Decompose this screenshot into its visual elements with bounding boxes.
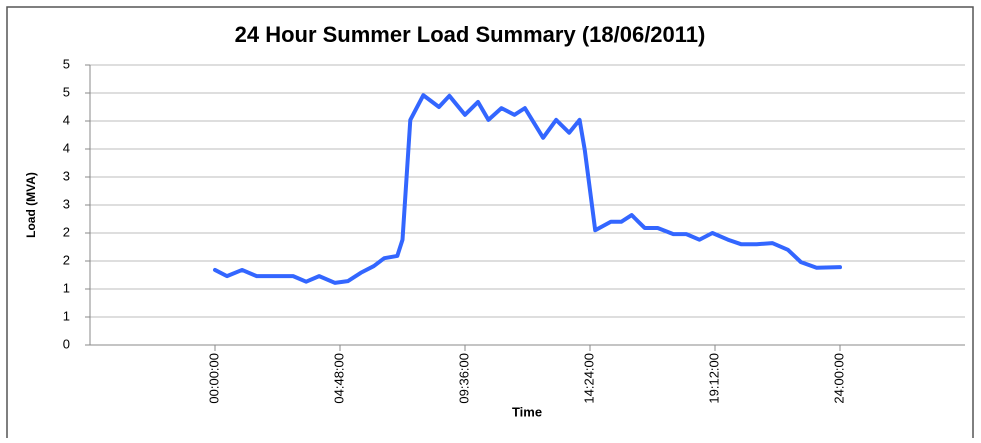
x-tick-label: 00:00:00 [206,353,221,404]
y-tick-label: 3 [63,168,70,183]
y-tick-label: 4 [63,112,70,127]
y-tick-label: 3 [63,196,70,211]
y-tick-label: 1 [63,280,70,295]
y-tick-label: 2 [63,224,70,239]
y-tick-label: 0 [63,336,70,351]
x-tick-label: 24:00:00 [831,353,846,404]
y-tick-label: 5 [63,56,70,71]
y-tick-label: 2 [63,252,70,267]
y-axis-label: Load (MVA) [24,172,38,238]
x-tick-label: 09:36:00 [456,353,471,404]
x-tick-label: 19:12:00 [706,353,721,404]
x-tick-label: 14:24:00 [581,353,596,404]
y-tick-label: 4 [63,140,70,155]
chart-border [6,6,974,443]
chart-title: 24 Hour Summer Load Summary (18/06/2011) [235,22,706,47]
x-axis-label: Time [512,404,542,419]
y-tick-label: 5 [63,84,70,99]
y-tick-label: 1 [63,308,70,323]
x-tick-label: 04:48:00 [331,353,346,404]
data-line [213,93,842,285]
